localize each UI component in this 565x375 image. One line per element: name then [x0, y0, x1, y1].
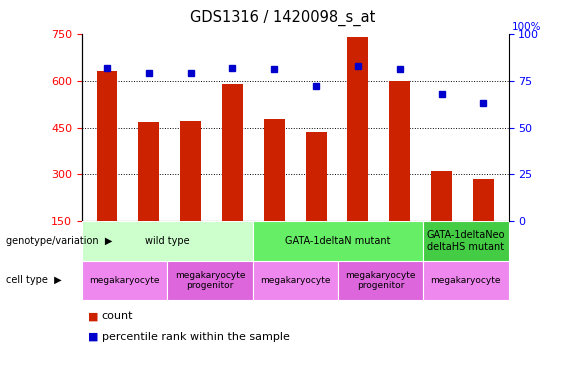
Bar — [82, 221, 253, 261]
Text: count: count — [102, 311, 133, 321]
Text: 100%: 100% — [511, 22, 541, 32]
Text: megakaryocyte: megakaryocyte — [89, 276, 160, 285]
Bar — [264, 119, 285, 221]
Bar — [423, 261, 508, 300]
Text: genotype/variation  ▶: genotype/variation ▶ — [6, 236, 112, 246]
Text: cell type  ▶: cell type ▶ — [6, 275, 61, 285]
Bar — [389, 81, 410, 221]
Bar — [222, 84, 243, 221]
Text: GATA-1deltaNeo
deltaHS mutant: GATA-1deltaNeo deltaHS mutant — [427, 230, 505, 252]
Text: megakaryocyte: megakaryocyte — [431, 276, 501, 285]
Text: ■: ■ — [88, 311, 98, 321]
Text: megakaryocyte: megakaryocyte — [260, 276, 331, 285]
Text: ■: ■ — [88, 332, 98, 342]
Bar — [473, 179, 494, 221]
Bar — [138, 122, 159, 221]
Text: megakaryocyte
progenitor: megakaryocyte progenitor — [175, 271, 245, 290]
Bar — [253, 261, 338, 300]
Bar — [431, 171, 452, 221]
Text: wild type: wild type — [145, 236, 189, 246]
Text: megakaryocyte
progenitor: megakaryocyte progenitor — [345, 271, 416, 290]
Text: percentile rank within the sample: percentile rank within the sample — [102, 332, 290, 342]
Text: GDS1316 / 1420098_s_at: GDS1316 / 1420098_s_at — [190, 9, 375, 26]
Bar — [167, 261, 253, 300]
Bar — [180, 121, 201, 221]
Bar — [97, 71, 118, 221]
Bar — [306, 132, 327, 221]
Bar — [82, 261, 167, 300]
Bar — [253, 221, 423, 261]
Text: GATA-1deltaN mutant: GATA-1deltaN mutant — [285, 236, 390, 246]
Bar — [338, 261, 423, 300]
Bar — [347, 37, 368, 221]
Bar — [423, 221, 508, 261]
